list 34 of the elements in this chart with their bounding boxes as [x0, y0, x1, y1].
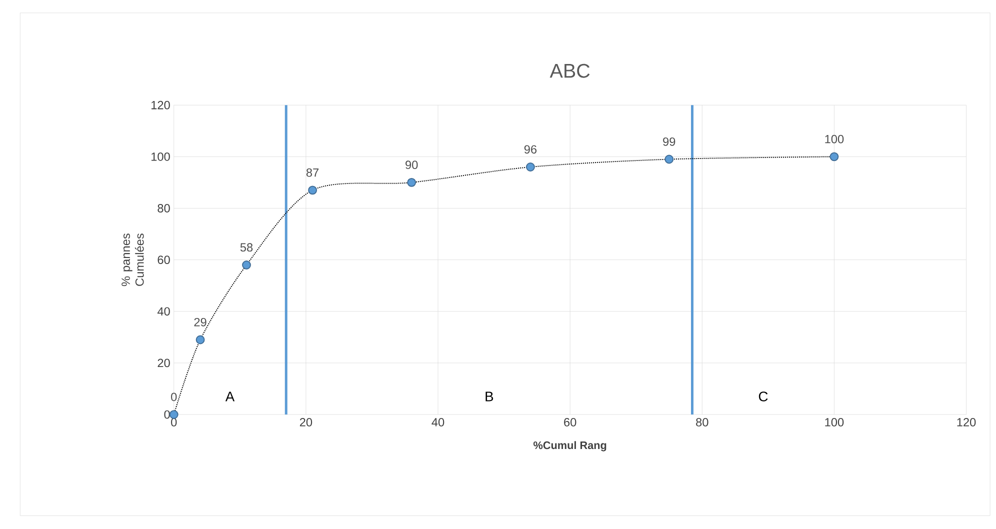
- point: [242, 260, 251, 270]
- chart-title: ABC: [550, 64, 590, 78]
- y-tick-label: 40: [157, 307, 170, 316]
- annotation: C: [758, 392, 768, 402]
- x-tick-label: 120: [957, 418, 976, 427]
- point: [308, 186, 317, 195]
- x-axis-title: %Cumul Rang: [533, 441, 606, 452]
- y-tick-label: 120: [151, 101, 170, 110]
- data-label: 96: [524, 145, 537, 154]
- point: [196, 335, 205, 344]
- y-tick-label: 100: [151, 152, 170, 162]
- data-label: 58: [240, 243, 253, 252]
- point: [407, 178, 416, 188]
- y-tick-label: 80: [158, 204, 170, 213]
- annotation: B: [486, 392, 494, 402]
- y-tick-label: 20: [158, 358, 170, 368]
- data-label: 29: [194, 318, 206, 327]
- point: [830, 152, 839, 162]
- annotation: A: [225, 392, 235, 402]
- y-tick-label: 0: [164, 410, 170, 419]
- data-label: 100: [825, 135, 844, 144]
- x-tick-label: 80: [696, 418, 708, 427]
- data-label: 0: [171, 392, 177, 402]
- y-axis-title: % pannes Cumulées: [122, 234, 144, 286]
- y-tick-label: 60: [158, 256, 170, 264]
- point: [526, 162, 535, 172]
- data-label: 87: [306, 168, 319, 177]
- x-tick-label: 40: [432, 418, 444, 427]
- x-tick-label: 60: [564, 418, 576, 427]
- data-label: 90: [406, 160, 418, 170]
- data-label: 99: [663, 138, 676, 146]
- point: [664, 155, 674, 164]
- x-tick-label: 100: [825, 418, 844, 427]
- x-tick-label: 20: [300, 418, 312, 427]
